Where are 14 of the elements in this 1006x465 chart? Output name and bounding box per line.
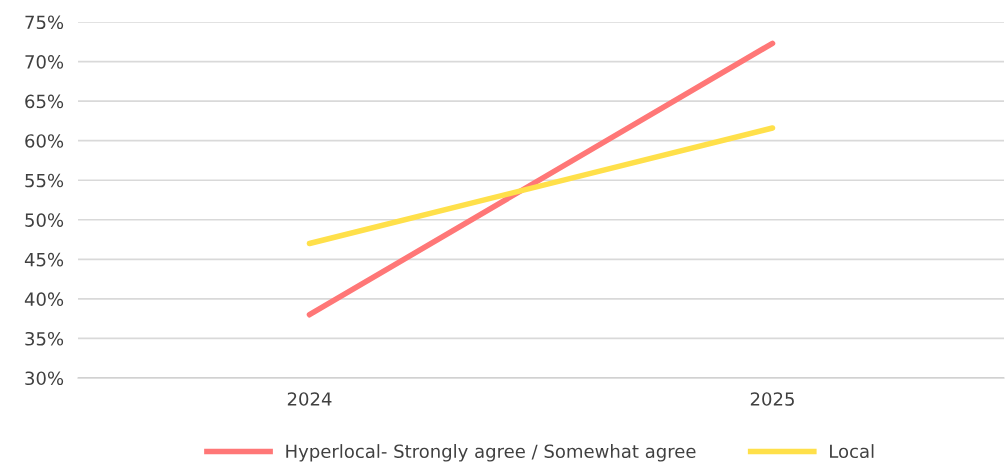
x-tick-label: 2025 bbox=[750, 392, 794, 406]
y-tick-label: 60% bbox=[25, 134, 64, 148]
y-tick-label: 45% bbox=[24, 252, 64, 267]
x-tick-label: 2024 bbox=[287, 392, 332, 406]
legend-label: Hyperlocal- Strongly agree / Somewhat agree bbox=[286, 444, 696, 462]
y-tick-label: 50% bbox=[25, 213, 64, 227]
y-tick-label: 65% bbox=[25, 94, 64, 109]
y-tick-label: 75% bbox=[25, 15, 64, 30]
y-tick-label: 40% bbox=[24, 292, 64, 307]
legend-label: Local bbox=[830, 444, 874, 459]
y-tick-label: 70% bbox=[25, 55, 64, 69]
y-tick-label: 30% bbox=[25, 371, 64, 386]
y-tick-label: 55% bbox=[25, 173, 64, 188]
y-tick-label: 35% bbox=[25, 331, 64, 346]
